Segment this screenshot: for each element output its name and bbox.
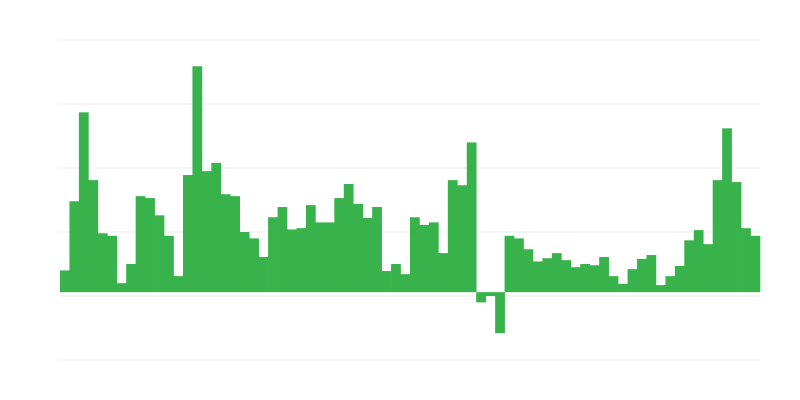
bar	[372, 207, 382, 293]
bar	[627, 269, 638, 293]
bar	[523, 249, 534, 293]
bar	[145, 198, 155, 293]
bar	[116, 283, 127, 293]
bar	[712, 180, 723, 293]
bar	[78, 112, 89, 293]
bar	[485, 292, 496, 296]
bar	[182, 175, 193, 293]
bar	[741, 228, 751, 293]
bar	[514, 238, 524, 293]
bar	[731, 182, 742, 293]
bar	[249, 238, 259, 293]
bar	[315, 222, 326, 293]
bar	[589, 265, 600, 293]
bar	[381, 271, 392, 293]
bar	[599, 256, 609, 293]
bar	[239, 232, 250, 293]
bar	[504, 235, 515, 293]
bar	[135, 196, 146, 293]
bar	[466, 142, 477, 293]
bar	[551, 253, 562, 293]
bar	[305, 205, 316, 293]
bar	[154, 215, 165, 293]
bar	[97, 233, 108, 293]
bar	[637, 258, 647, 293]
bar	[296, 228, 307, 293]
bar	[428, 222, 439, 293]
bar	[750, 235, 761, 293]
bar	[410, 217, 420, 293]
bar	[419, 224, 430, 293]
bar	[220, 194, 231, 293]
bar	[476, 292, 486, 303]
bar	[268, 217, 278, 293]
bar	[362, 217, 373, 293]
bar	[287, 229, 297, 293]
bar	[201, 171, 212, 293]
bar	[107, 235, 118, 293]
bar	[561, 260, 572, 293]
bar	[258, 256, 269, 293]
bar	[343, 184, 354, 293]
bar	[665, 276, 676, 293]
bar	[703, 244, 714, 293]
bar	[391, 264, 401, 293]
bar	[655, 285, 666, 293]
bar	[192, 66, 203, 293]
bar	[353, 203, 364, 293]
bar	[646, 255, 657, 293]
bar	[542, 258, 553, 293]
bars	[60, 66, 761, 334]
bar	[674, 265, 685, 293]
bar	[684, 240, 695, 293]
bar	[173, 276, 184, 293]
bar	[457, 185, 468, 293]
bar	[69, 201, 80, 293]
bar	[324, 222, 335, 293]
bar	[277, 207, 288, 293]
gridlines	[60, 39, 760, 361]
bar	[126, 264, 136, 293]
bar	[570, 267, 581, 293]
bar	[608, 276, 619, 293]
bar	[88, 180, 99, 293]
bar	[580, 264, 591, 293]
bar	[495, 292, 505, 334]
bar	[722, 128, 732, 293]
bar	[334, 198, 345, 293]
bar	[400, 274, 411, 293]
bar	[438, 253, 449, 293]
bar	[60, 270, 70, 293]
bar	[164, 235, 174, 293]
bar	[532, 261, 543, 293]
bar	[693, 230, 704, 293]
bar	[230, 196, 241, 293]
bar	[447, 180, 458, 293]
bar	[618, 283, 628, 293]
bar	[211, 162, 222, 293]
